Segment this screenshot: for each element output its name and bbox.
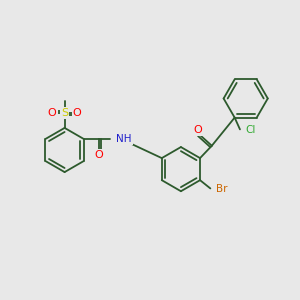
Text: O: O (73, 108, 81, 118)
Text: O: O (193, 125, 202, 135)
Text: O: O (94, 150, 103, 160)
Text: Br: Br (216, 184, 227, 194)
Text: S: S (61, 108, 68, 118)
Text: O: O (48, 108, 57, 118)
Text: Cl: Cl (245, 125, 256, 135)
Text: NH: NH (116, 134, 132, 144)
